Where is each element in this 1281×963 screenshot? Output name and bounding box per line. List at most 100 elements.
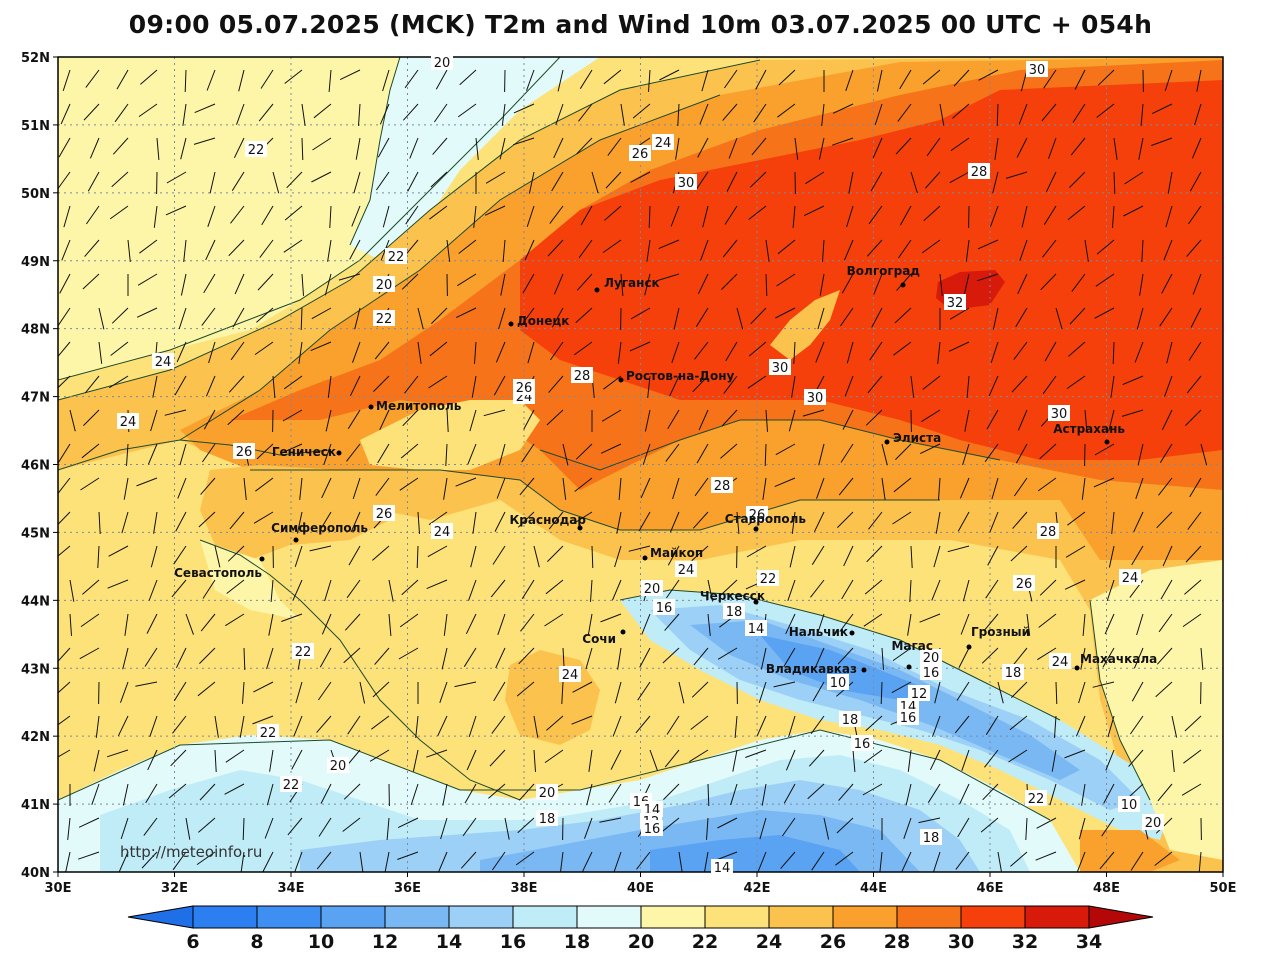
wind-barb — [952, 103, 970, 119]
wind-barb — [150, 409, 158, 432]
wind-barb — [137, 273, 158, 286]
wind-barb — [791, 375, 796, 398]
wind-barb — [821, 103, 825, 126]
wind-barb — [397, 817, 419, 829]
city-dot — [966, 644, 972, 650]
wind-barb — [1025, 817, 1028, 841]
wind-barb — [416, 545, 419, 569]
wind-barb — [673, 307, 680, 330]
wind-barb — [432, 137, 448, 155]
wind-barb — [985, 715, 999, 735]
wind-barb — [254, 341, 274, 356]
wind-barb — [997, 851, 1003, 872]
wind-barb — [722, 103, 738, 121]
wind-barb — [351, 205, 361, 227]
wind-barb — [466, 749, 477, 771]
legend-swatch — [768, 905, 834, 929]
wind-barb — [180, 273, 187, 296]
wind-barb — [324, 579, 332, 602]
contour-label: 22 — [760, 572, 777, 587]
wind-barb — [721, 409, 738, 427]
wind-barb — [264, 817, 274, 839]
wind-barb — [230, 341, 245, 361]
wind-barb — [1158, 477, 1173, 496]
wind-barb — [1078, 817, 1086, 840]
wind-barb — [810, 715, 825, 735]
wind-barb — [399, 613, 419, 628]
map-title: 09:00 05.07.2025 (MCK) T2m and Wind 10m … — [128, 10, 1153, 39]
wind-barb — [881, 647, 884, 670]
wind-barb — [65, 851, 71, 872]
wind-barb — [841, 579, 854, 600]
wind-barb — [194, 103, 216, 114]
wind-barb — [734, 715, 738, 738]
wind-barb — [863, 749, 883, 764]
city-label: Луганск — [604, 276, 660, 290]
wind-barb — [384, 851, 390, 872]
wind-barb — [665, 579, 680, 599]
wind-barb — [667, 545, 680, 566]
wind-barb — [765, 239, 770, 262]
wind-barb — [1043, 205, 1057, 225]
wind-barb — [1009, 715, 1028, 731]
wind-barb — [58, 545, 71, 557]
wind-barb — [630, 307, 651, 320]
wind-barb — [1200, 647, 1204, 670]
wind-barb — [1165, 205, 1173, 228]
wind-barb — [618, 477, 622, 500]
wind-barb — [761, 783, 767, 806]
wind-barb — [437, 851, 448, 872]
wind-barb — [1188, 341, 1202, 361]
wind-barb — [147, 443, 158, 465]
wind-barb — [483, 409, 506, 417]
wind-barb — [910, 171, 918, 194]
wind-barb — [182, 103, 187, 126]
wind-barb — [1141, 239, 1144, 263]
wind-barb — [426, 749, 448, 758]
wind-barb — [1054, 715, 1057, 738]
contour-label: 10 — [830, 676, 847, 691]
wind-barb — [1017, 273, 1028, 295]
wind-barb — [785, 749, 796, 771]
wind-barb — [1081, 783, 1086, 806]
wind-barb — [149, 715, 158, 737]
wind-barb — [240, 851, 245, 872]
wind-barb — [344, 613, 361, 631]
wind-barb — [948, 341, 970, 352]
wind-barb — [58, 715, 71, 726]
wind-barb — [1016, 137, 1028, 158]
lat-tick-label: 40N — [21, 866, 50, 881]
wind-barb — [759, 817, 767, 840]
lat-tick-label: 48N — [21, 323, 50, 338]
contour-label: 20 — [1145, 816, 1162, 831]
wind-barb — [571, 715, 593, 725]
wind-barb — [1113, 171, 1116, 195]
wind-barb — [657, 273, 680, 281]
city-label: Мелитополь — [376, 399, 462, 413]
wind-barb — [369, 749, 390, 762]
contour-label: 24 — [1052, 655, 1069, 670]
wind-barb — [614, 545, 622, 568]
wind-barb — [375, 171, 390, 191]
lat-tick-label: 50N — [21, 187, 50, 202]
wind-barb — [312, 137, 332, 151]
wind-barb — [283, 239, 303, 253]
wind-barb — [893, 477, 912, 493]
wind-barb — [938, 477, 941, 500]
wind-barb — [201, 443, 216, 463]
wind-barb — [58, 681, 71, 694]
city-label: Астрахань — [1053, 422, 1125, 436]
wind-barb — [899, 205, 912, 226]
contour-label: 16 — [923, 666, 940, 681]
wind-barb — [121, 511, 129, 534]
wind-barb — [495, 341, 506, 363]
wind-barb — [293, 715, 303, 737]
wind-barb — [961, 749, 970, 771]
wind-barb — [1162, 545, 1173, 567]
wind-barb — [184, 69, 187, 93]
city-label: Элиста — [893, 431, 941, 445]
wind-barb — [954, 715, 970, 734]
city-label: Краснодар — [509, 513, 586, 527]
wind-barb — [1084, 239, 1089, 262]
wind-barb — [639, 647, 651, 668]
